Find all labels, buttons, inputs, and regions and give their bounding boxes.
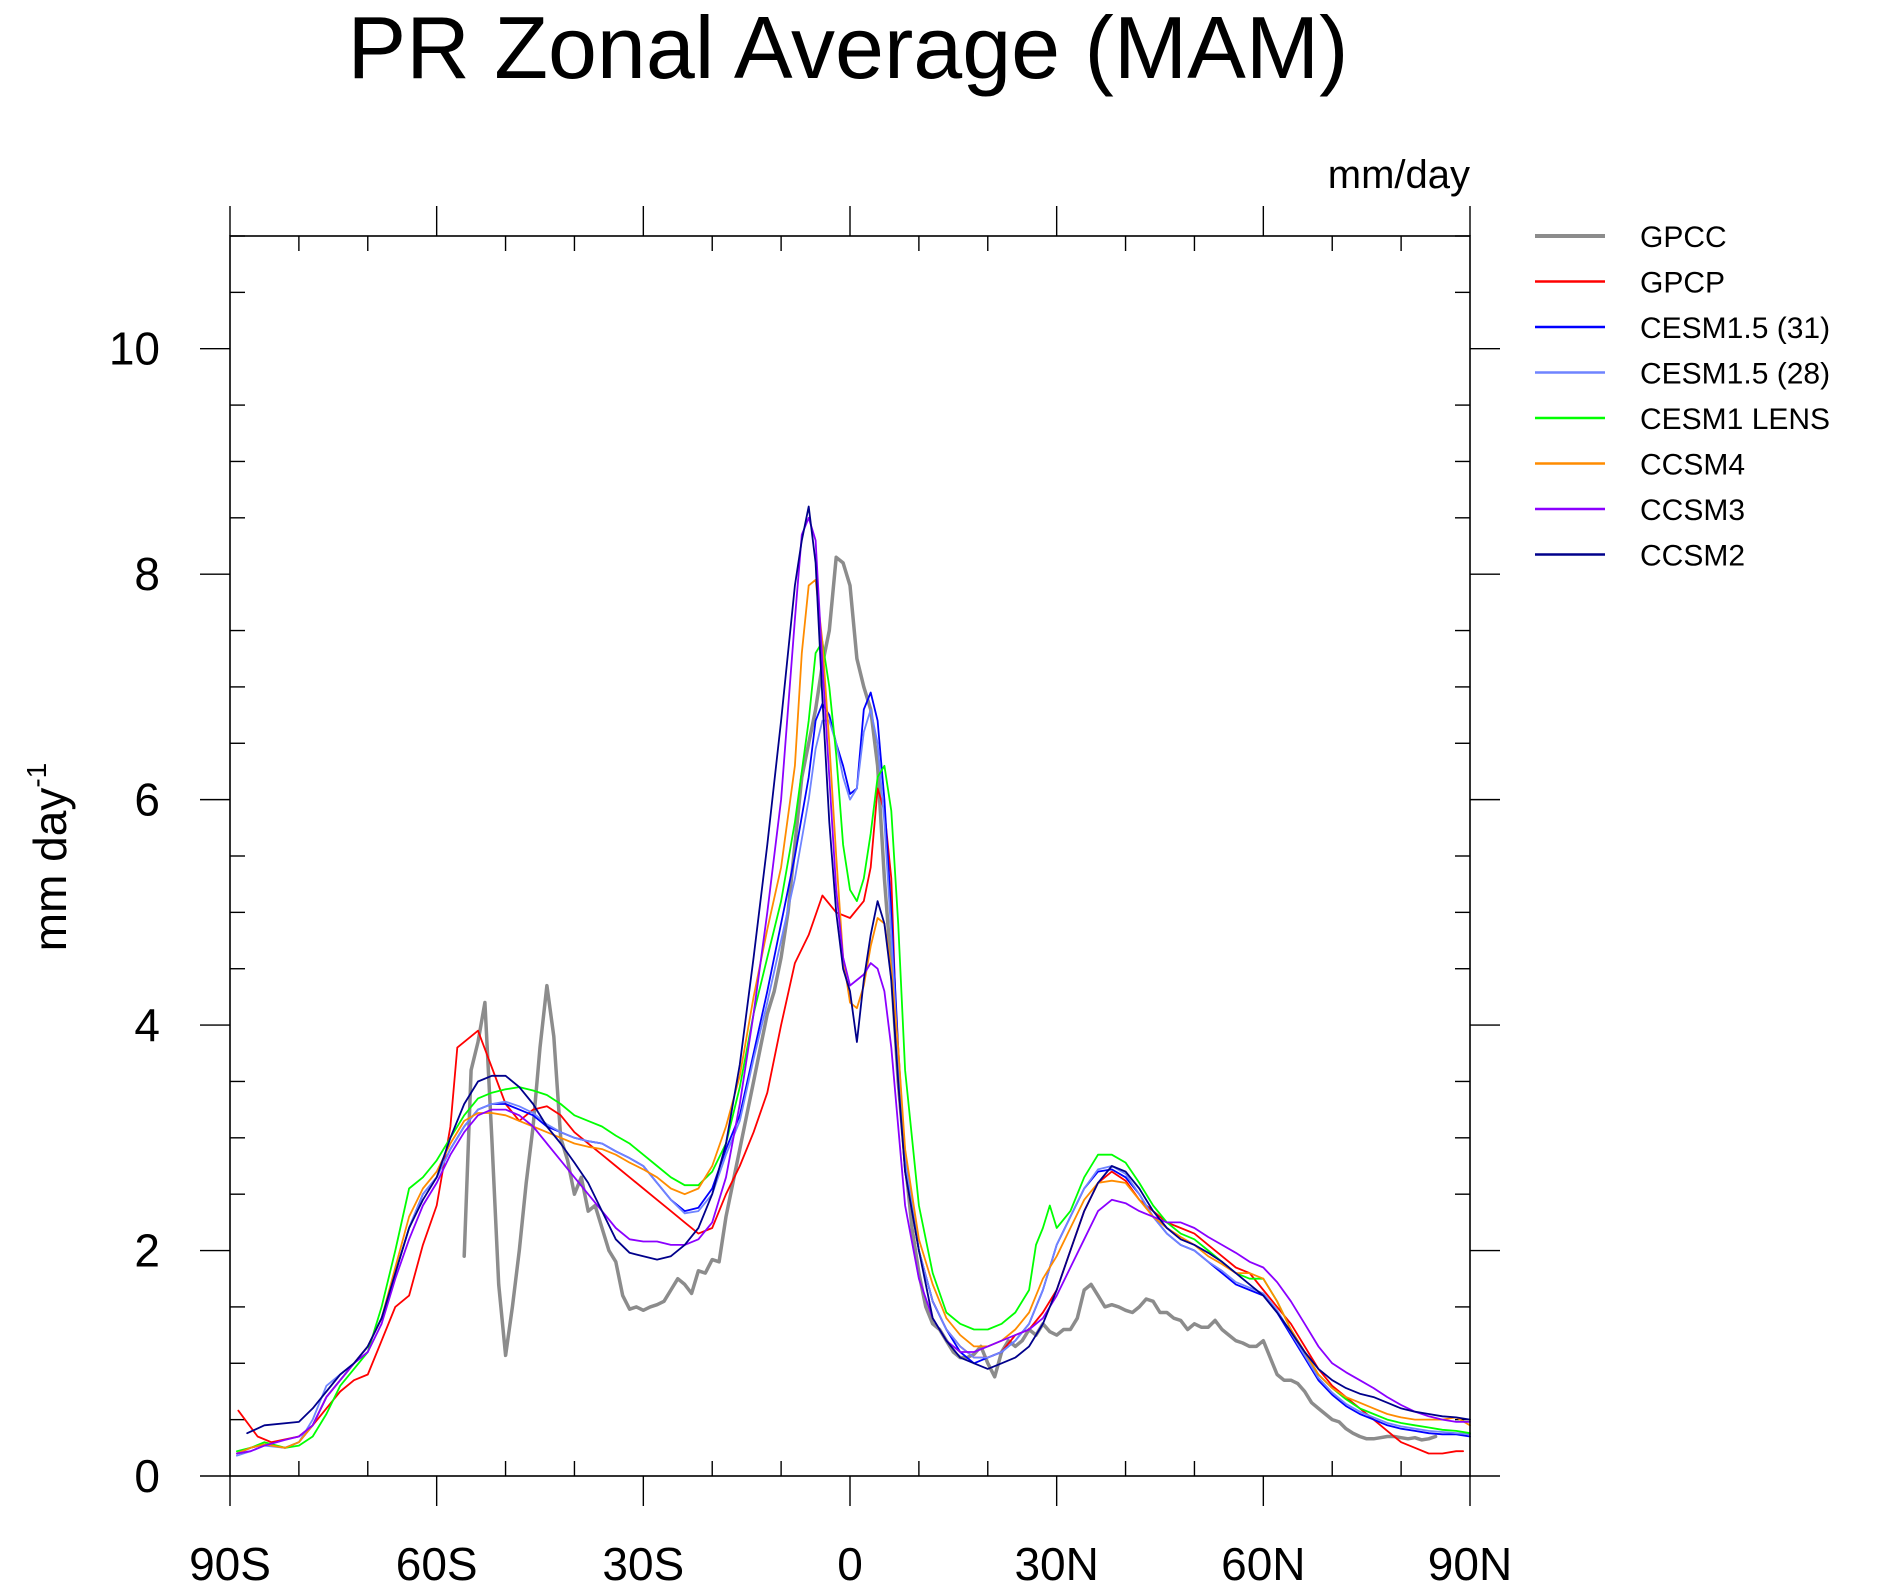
y-tick-label: 4: [134, 999, 160, 1051]
legend-label: GPCP: [1640, 267, 1725, 300]
x-tick-label: 90S: [189, 1538, 271, 1590]
series-line-cesm1-5-31: [235, 691, 1471, 1455]
series-line-ccsm3: [235, 516, 1471, 1455]
y-axis-label-text: mm day: [24, 788, 76, 952]
y-tick-label: 6: [134, 774, 160, 826]
y-axis-label-exponent: -1: [21, 763, 52, 788]
y-tick-label: 10: [109, 323, 160, 375]
legend: GPCC GPCP CESM1.5 (31) CESM1.5 (28) CESM1 LE…: [1535, 221, 1830, 573]
x-tick-labels: 90S 60S 30S 0 30N 60N 90N: [189, 1538, 1512, 1590]
series-line-gpcc: [462, 555, 1438, 1442]
x-tick-label: 30S: [602, 1538, 684, 1590]
y-tick-label: 0: [134, 1450, 160, 1502]
legend-label: CCSM4: [1640, 449, 1745, 482]
series-line-cesm1-5-28: [235, 708, 1471, 1457]
x-tick-label: 0: [837, 1538, 863, 1590]
series-line-ccsm2: [246, 505, 1471, 1435]
x-tick-label: 60N: [1221, 1538, 1305, 1590]
legend-label: CESM1 LENS: [1640, 403, 1830, 436]
plot-frame: [229, 235, 1471, 1477]
chart-title: PR Zonal Average (MAM): [348, 0, 1349, 97]
minor-ticks: [230, 235, 1470, 1476]
y-axis-label: mm day-1: [21, 763, 76, 952]
series-line-cesm1-lens: [235, 640, 1471, 1453]
legend-label: GPCC: [1640, 221, 1727, 254]
series-line-ccsm4: [235, 578, 1471, 1455]
y-tick-label: 2: [134, 1225, 160, 1277]
units-label: mm/day: [1328, 153, 1470, 197]
legend-label: CESM1.5 (28): [1640, 358, 1830, 391]
x-tick-label: 90N: [1428, 1538, 1512, 1590]
legend-label: CCSM2: [1640, 540, 1745, 573]
series-layer: [235, 505, 1471, 1457]
major-ticks: [200, 206, 1500, 1506]
x-tick-label: 30N: [1014, 1538, 1098, 1590]
y-tick-label: 8: [134, 548, 160, 600]
series-line-gpcp: [237, 787, 1464, 1455]
legend-label: CESM1.5 (31): [1640, 312, 1830, 345]
y-tick-labels: 0 2 4 6 8 10: [109, 323, 160, 1502]
x-tick-label: 60S: [396, 1538, 478, 1590]
legend-label: CCSM3: [1640, 494, 1745, 527]
